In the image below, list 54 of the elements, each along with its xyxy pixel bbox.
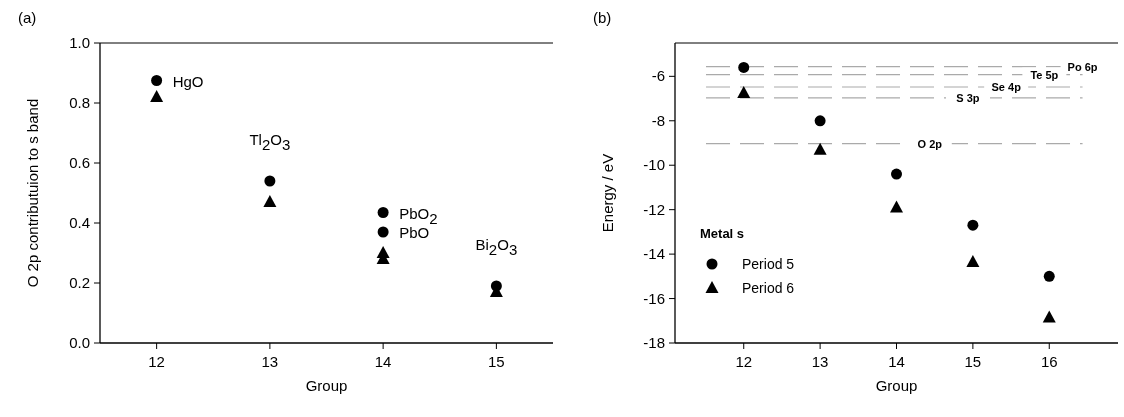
y-tick-label: 0.0 bbox=[69, 334, 90, 351]
x-tick-label: 14 bbox=[374, 353, 392, 370]
y-tick-label: -8 bbox=[651, 111, 665, 129]
point bbox=[150, 90, 164, 102]
point bbox=[966, 254, 980, 267]
y-tick-label: 1.0 bbox=[69, 34, 90, 51]
point bbox=[890, 200, 903, 213]
y-tick-label: -16 bbox=[643, 289, 665, 307]
legend-title: Metal s bbox=[700, 226, 745, 241]
point bbox=[737, 86, 751, 98]
point bbox=[377, 207, 389, 218]
legend-label: Period 5 bbox=[742, 256, 795, 272]
x-tick-label: 15 bbox=[964, 353, 982, 370]
x-tick-label: 15 bbox=[488, 353, 505, 370]
point bbox=[264, 175, 276, 187]
ref-line-label: O 2p bbox=[917, 137, 943, 150]
point bbox=[377, 226, 389, 238]
point bbox=[813, 142, 827, 155]
x-tick-label: 13 bbox=[811, 353, 829, 370]
y-axis-title: O 2p contributuion to s band bbox=[24, 98, 41, 288]
x-tick-label: 12 bbox=[735, 353, 753, 370]
chart-title: (a) bbox=[18, 9, 37, 26]
y-tick-label: -6 bbox=[651, 67, 665, 85]
point bbox=[814, 115, 826, 127]
ref-line-label: S 3p bbox=[956, 91, 980, 104]
x-tick-label: 14 bbox=[888, 353, 905, 370]
annotation: PbO bbox=[399, 224, 430, 241]
y-tick-label: -18 bbox=[643, 334, 665, 351]
point bbox=[967, 219, 979, 231]
y-tick-label: -10 bbox=[643, 156, 665, 174]
y-tick-label: 0.8 bbox=[69, 94, 90, 111]
point bbox=[738, 61, 750, 73]
ref-line-label: Po 6p bbox=[1067, 60, 1098, 73]
ref-line-label: Se 4p bbox=[991, 81, 1022, 93]
y-tick-label: -12 bbox=[643, 200, 665, 218]
y-axis-title: Energy / eV bbox=[599, 153, 616, 233]
y-tick-label: 0.2 bbox=[69, 274, 90, 291]
y-tick-label: 0.6 bbox=[69, 154, 90, 171]
x-tick-label: 16 bbox=[1040, 353, 1058, 370]
annotation: HgO bbox=[172, 72, 204, 90]
x-tick-label: 12 bbox=[148, 353, 165, 370]
x-axis-title: Group bbox=[875, 377, 918, 394]
point bbox=[1042, 310, 1056, 323]
x-axis-title: Group bbox=[305, 377, 348, 394]
chart-title: (b) bbox=[593, 9, 612, 26]
legend-label: Period 6 bbox=[742, 280, 795, 296]
point bbox=[891, 168, 902, 180]
point bbox=[1043, 270, 1055, 282]
point bbox=[151, 75, 163, 86]
point bbox=[263, 195, 277, 207]
y-tick-label: 0.4 bbox=[69, 214, 90, 231]
ref-line-label: Te 5p bbox=[1030, 68, 1059, 81]
x-tick-label: 13 bbox=[261, 353, 279, 370]
y-tick-label: -14 bbox=[643, 245, 665, 263]
